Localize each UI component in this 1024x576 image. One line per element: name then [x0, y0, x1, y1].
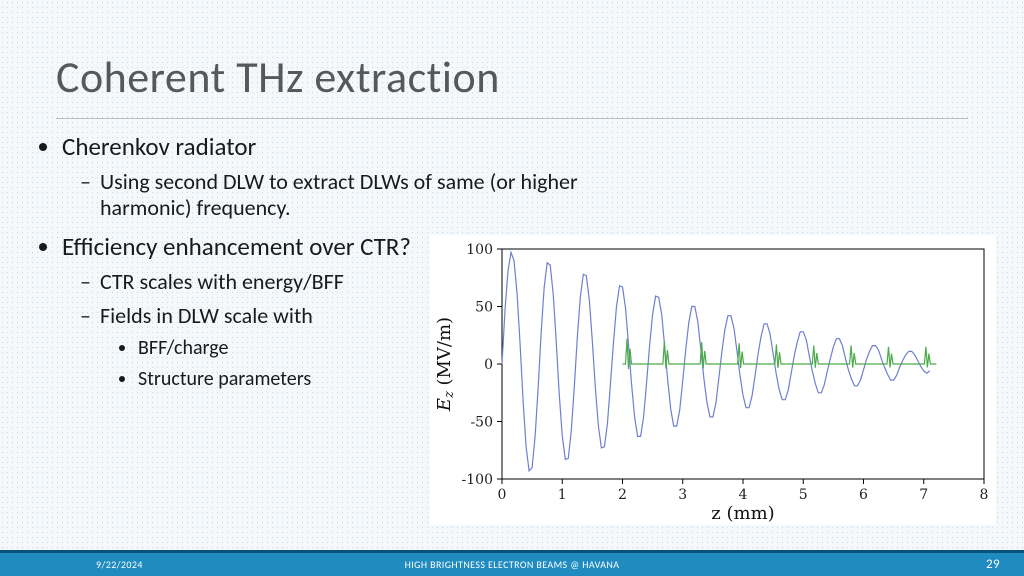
svg-text:3: 3	[678, 487, 687, 503]
svg-text:2: 2	[618, 487, 627, 503]
svg-text:-50: -50	[470, 415, 493, 431]
svg-text:50: 50	[475, 300, 493, 316]
bullet-1-text: Cherenkov radiator	[62, 131, 256, 162]
svg-text:100: 100	[466, 242, 493, 258]
svg-text:0: 0	[498, 487, 507, 503]
svg-text:5: 5	[799, 487, 808, 503]
footer-date: 9/22/2024	[96, 558, 143, 571]
slide-title: Coherent THz extraction	[56, 50, 500, 104]
bullet-1-1: Using second DLW to extract DLWs of same…	[80, 169, 660, 223]
slide-root: Coherent THz extraction Cherenkov radiat…	[0, 0, 1024, 576]
footer-bar: 9/22/2024 HIGH BRIGHTNESS ELECTRON BEAMS…	[0, 550, 1024, 576]
svg-text:0: 0	[484, 357, 493, 373]
bullet-1: Cherenkov radiator Using second DLW to e…	[62, 132, 660, 222]
bullet-2-text: Efficiency enhancement over CTR?	[62, 231, 411, 262]
svg-text:6: 6	[859, 487, 868, 503]
svg-text:4: 4	[739, 487, 748, 503]
svg-text:z (mm): z (mm)	[711, 503, 774, 524]
title-rule	[56, 118, 968, 119]
svg-text:1: 1	[558, 487, 567, 503]
svg-text:8: 8	[980, 487, 989, 503]
footer-venue: HIGH BRIGHTNESS ELECTRON BEAMS @ HAVANA	[0, 558, 1024, 571]
bullet-2-2-text: Fields in DLW scale with	[100, 302, 313, 329]
ez-vs-z-chart: 012345678-100-50050100z (mm)Ez (MV/m)	[430, 235, 996, 525]
footer-page: 29	[986, 557, 1000, 572]
chart-container: 012345678-100-50050100z (mm)Ez (MV/m)	[430, 235, 996, 525]
svg-text:-100: -100	[462, 472, 493, 488]
svg-text:7: 7	[919, 487, 928, 503]
